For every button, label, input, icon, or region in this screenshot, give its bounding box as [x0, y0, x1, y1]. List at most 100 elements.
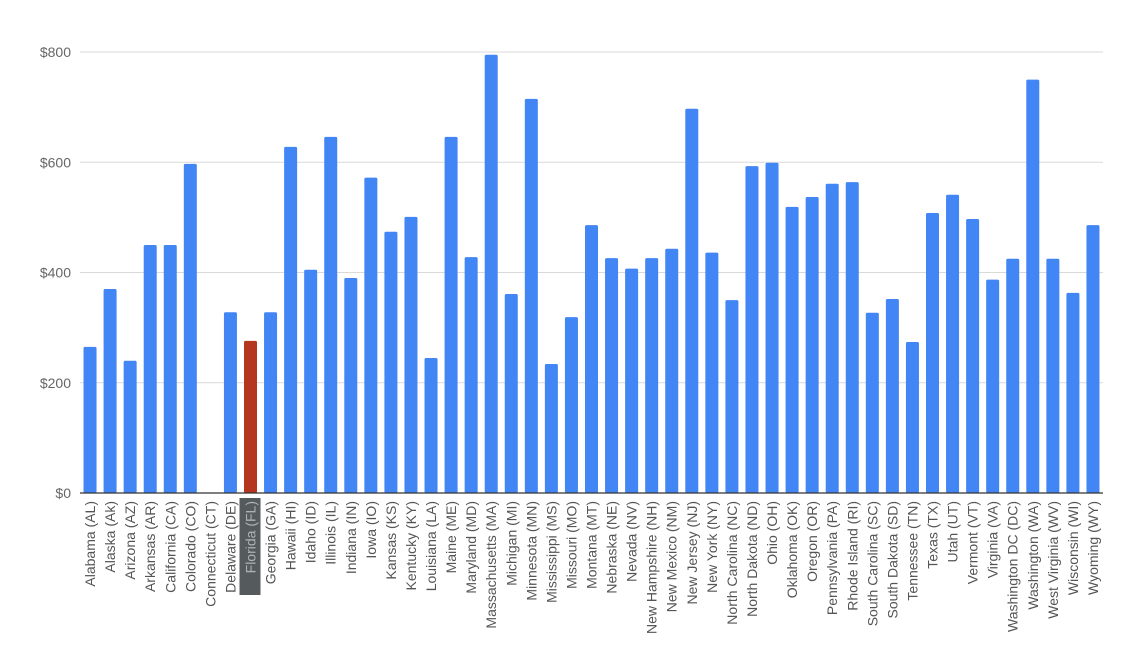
x-tick-label: Michigan (MI) [503, 501, 519, 586]
highlight-label-background [239, 498, 261, 595]
bar[interactable] [464, 257, 478, 493]
x-tick-label-group: Pennsylvania (PA) [824, 501, 840, 615]
bar[interactable] [585, 225, 598, 493]
x-tick-label: Nevada (NV) [624, 501, 640, 582]
x-tick-label-group: New York (NY) [704, 501, 720, 593]
x-tick-label-group: California (CA) [162, 501, 178, 593]
x-tick-label-group: Tennessee (TN) [904, 501, 920, 601]
x-tick-label-group: Michigan (MI) [503, 501, 519, 586]
x-tick-label: New Hampshire (NH) [644, 501, 660, 634]
x-tick-label-group: Oklahoma (OK) [784, 501, 800, 598]
bar[interactable] [364, 177, 378, 493]
x-tick-label: Indiana (IN) [343, 501, 359, 574]
x-tick-label: Kansas (KS) [383, 501, 399, 580]
bar[interactable] [103, 289, 117, 493]
x-tick-label: Alaska (Ak) [102, 501, 118, 573]
bar[interactable] [645, 258, 659, 493]
bar[interactable] [745, 166, 759, 493]
bar[interactable] [665, 248, 679, 493]
x-tick-label-group: New Hampshire (NH) [644, 501, 660, 634]
y-tick-label: $200 [40, 375, 71, 391]
bar[interactable] [725, 300, 739, 493]
x-tick-label-group: Montana (MT) [584, 501, 600, 589]
bar[interactable] [1006, 258, 1020, 493]
bar[interactable] [143, 244, 157, 493]
x-tick-label: California (CA) [162, 501, 178, 593]
y-tick-label: $400 [40, 265, 71, 281]
x-tick-label: Oregon (OR) [804, 501, 820, 582]
x-tick-label: South Dakota (SD) [884, 501, 900, 619]
x-tick-label-group: Arkansas (AR) [142, 501, 158, 592]
x-axis-labels: Alabama (AL) Alaska (Ak) Arizona (AZ) Arkan… [82, 498, 1101, 634]
bar[interactable] [484, 54, 498, 493]
x-tick-label: Oklahoma (OK) [784, 501, 800, 598]
bar[interactable] [504, 293, 518, 493]
x-tick-label: Georgia (GA) [263, 501, 279, 584]
bar[interactable] [123, 360, 137, 493]
bar[interactable] [284, 146, 298, 493]
bar[interactable] [544, 364, 558, 493]
x-tick-label: West Virginia (WV) [1045, 501, 1061, 619]
x-tick-label-group: Rhode Island (RI) [844, 501, 860, 611]
x-tick-label: Kentucky (KY) [403, 501, 419, 590]
bar[interactable] [785, 206, 799, 493]
bar[interactable] [324, 136, 338, 493]
bar[interactable] [805, 196, 819, 493]
bar[interactable] [946, 194, 960, 493]
bar[interactable] [83, 346, 97, 493]
bar[interactable] [865, 312, 879, 493]
bar[interactable] [1026, 79, 1040, 493]
x-tick-label: Pennsylvania (PA) [824, 501, 840, 615]
x-tick-label-group: Idaho (ID) [303, 501, 319, 563]
bar[interactable] [444, 136, 458, 493]
bar[interactable] [625, 268, 639, 493]
x-tick-label-group: Virginia (VA) [985, 501, 1001, 578]
bar[interactable] [344, 278, 358, 493]
bar[interactable] [384, 231, 398, 493]
bar[interactable] [1066, 292, 1080, 493]
bar[interactable] [905, 341, 919, 493]
x-tick-label-group: Alaska (Ak) [102, 501, 118, 573]
x-tick-label-group: Utah (UT) [945, 501, 961, 562]
bar[interactable] [966, 219, 980, 493]
bar[interactable] [264, 312, 278, 493]
bar[interactable] [183, 163, 197, 493]
bar[interactable] [223, 312, 237, 493]
x-tick-label: Texas (TX) [925, 501, 941, 569]
x-tick-label: Ohio (OH) [764, 501, 780, 565]
bar[interactable] [605, 258, 619, 493]
bar[interactable] [986, 279, 1000, 493]
bar[interactable] [1086, 225, 1100, 493]
bar[interactable] [685, 108, 699, 493]
bar[interactable] [404, 216, 418, 494]
x-tick-label-group: South Dakota (SD) [884, 501, 900, 619]
x-tick-label: Massachusetts (MA) [483, 501, 499, 629]
x-tick-label: Illinois (IL) [323, 501, 339, 565]
x-tick-label: Louisiana (LA) [423, 501, 439, 591]
bar[interactable] [765, 162, 779, 493]
bar[interactable] [705, 252, 719, 493]
bar[interactable] [244, 340, 257, 493]
x-tick-label: Maryland (MD) [463, 501, 479, 594]
bar[interactable] [524, 98, 538, 493]
x-tick-label-group: Oregon (OR) [804, 501, 820, 582]
y-tick-label: $0 [55, 485, 71, 501]
x-tick-label: Virginia (VA) [985, 501, 1001, 578]
x-tick-label: Utah (UT) [945, 501, 961, 562]
x-tick-label-group: Wyoming (WY) [1085, 501, 1101, 595]
x-tick-label-group: Iowa (IO) [363, 501, 379, 559]
x-tick-label-group: Louisiana (LA) [423, 501, 439, 591]
x-tick-label-group: Illinois (IL) [323, 501, 339, 565]
bar[interactable] [845, 182, 859, 493]
bar[interactable] [564, 317, 578, 493]
bar[interactable] [424, 357, 438, 493]
bar[interactable] [304, 269, 318, 493]
bar[interactable] [926, 212, 939, 493]
x-tick-label-group: Washington DC (DC) [1005, 501, 1021, 632]
bar[interactable] [163, 244, 177, 493]
x-tick-label-group: Missouri (MO) [563, 501, 579, 589]
bar[interactable] [825, 183, 839, 493]
bar[interactable] [1046, 258, 1060, 493]
bar[interactable] [885, 298, 899, 493]
x-tick-label: Idaho (ID) [303, 501, 319, 563]
